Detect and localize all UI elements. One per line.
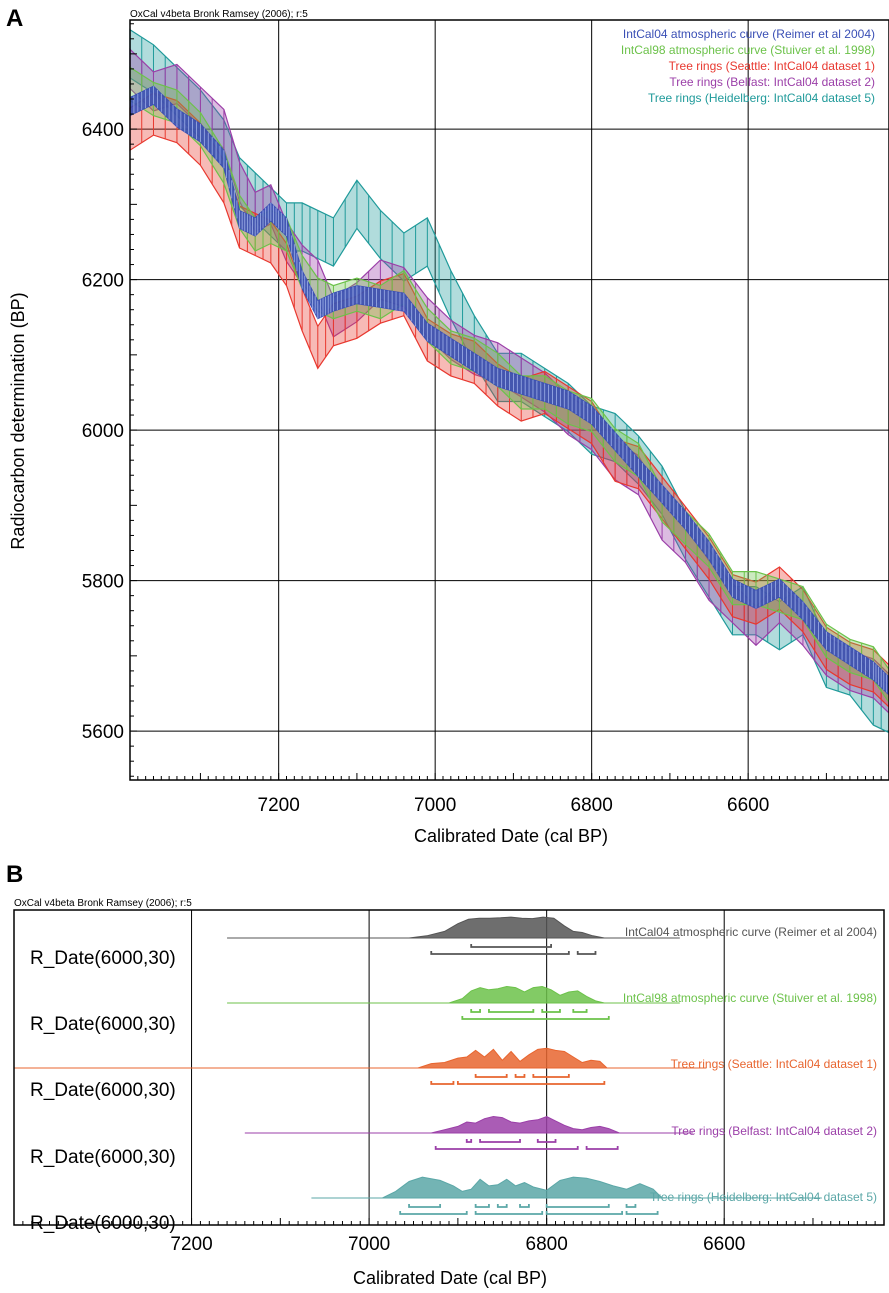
bracket-68	[572, 1009, 588, 1013]
bracket-68	[496, 1204, 508, 1208]
row-series-name: Tree rings (Belfast: IntCal04 dataset 2)	[671, 1124, 877, 1138]
panel-a-chart: 5600 5800 6000 6200 6400 7200 7000 6800 6600 IntC…	[82, 19, 889, 816]
y-tick-label: 6400	[82, 120, 124, 141]
row-series-name: IntCal04 atmospheric curve (Reimer et al…	[625, 925, 877, 939]
x-tick-label: 6600	[703, 1234, 745, 1255]
y-tick-label: 5600	[82, 722, 124, 743]
bracket-95	[399, 1211, 468, 1215]
bracket-68	[470, 1009, 481, 1013]
panel-b-xlabel: Calibrated Date (cal BP)	[353, 1268, 547, 1288]
panel-b-letter: B	[6, 861, 23, 888]
legend-entry: Tree rings (Heidelberg: IntCal04 dataset…	[648, 91, 875, 105]
panel-b-header: OxCal v4beta Bronk Ramsey (2006); r:5	[14, 898, 192, 909]
bracket-68	[474, 1074, 508, 1078]
bracket-95	[474, 1211, 544, 1215]
y-tick-label: 5800	[82, 572, 124, 593]
row-label: R_Date(6000,30)	[30, 1080, 176, 1101]
density-area	[409, 916, 605, 939]
bracket-95	[461, 1016, 610, 1020]
row-label: R_Date(6000,30)	[30, 948, 176, 969]
row-series-name: Tree rings (Seattle: IntCal04 dataset 1)	[671, 1057, 877, 1071]
bracket-68	[625, 1204, 637, 1208]
density-area	[417, 1047, 608, 1069]
bracket-68	[470, 944, 552, 948]
bracket-68	[408, 1204, 442, 1208]
bracket-68	[474, 1204, 490, 1208]
bracket-95	[545, 1211, 624, 1215]
row-label: R_Date(6000,30)	[30, 1147, 176, 1168]
y-tick-label: 6000	[82, 421, 124, 442]
row-series-name: IntCal98 atmospheric curve (Stuiver et a…	[623, 991, 877, 1005]
panel-a-header: OxCal v4beta Bronk Ramsey (2006); r:5	[130, 9, 308, 20]
y-tick-label: 6200	[82, 271, 124, 292]
legend-entry: IntCal98 atmospheric curve (Stuiver et a…	[621, 43, 875, 57]
row-label: R_Date(6000,30)	[30, 1014, 176, 1035]
bracket-95	[430, 1081, 455, 1085]
bracket-68	[465, 1139, 473, 1143]
x-tick-label: 7000	[414, 795, 456, 816]
bracket-68	[514, 1074, 526, 1078]
density-area	[431, 1115, 620, 1134]
bracket-68	[545, 1204, 610, 1208]
bracket-95	[576, 951, 597, 955]
x-tick-label: 6800	[571, 795, 613, 816]
legend-entry: Tree rings (Belfast: IntCal04 dataset 2)	[669, 75, 875, 89]
bracket-68	[532, 1074, 570, 1078]
panel-a-xlabel: Calibrated Date (cal BP)	[414, 826, 608, 846]
legend-entry: Tree rings (Seattle: IntCal04 dataset 1)	[669, 59, 875, 73]
bracket-68	[519, 1204, 530, 1208]
bracket-95	[625, 1211, 659, 1215]
bracket-68	[541, 1009, 561, 1013]
x-tick-label: 7200	[170, 1234, 212, 1255]
bracket-95	[430, 951, 570, 955]
row-series-name: Tree rings (Heidelberg: IntCal04 dataset…	[650, 1190, 877, 1204]
x-tick-label: 6600	[727, 795, 769, 816]
bracket-95	[434, 1146, 579, 1150]
panel-a-letter: A	[6, 5, 23, 32]
bracket-68	[479, 1139, 521, 1143]
bracket-95	[456, 1081, 606, 1085]
panel-b-chart: R_Date(6000,30) IntCal04 atmospheric curv…	[13, 909, 885, 1255]
panel-a-ylabel: Radiocarbon determination (BP)	[8, 292, 28, 549]
density-area	[382, 1176, 664, 1199]
legend-entry: IntCal04 atmospheric curve (Reimer et al…	[623, 27, 875, 41]
bracket-95	[585, 1146, 619, 1150]
x-tick-label: 7200	[258, 795, 300, 816]
bracket-68	[488, 1009, 535, 1013]
density-area	[448, 985, 605, 1004]
x-tick-label: 7000	[348, 1234, 390, 1255]
x-tick-label: 6800	[526, 1234, 568, 1255]
bracket-68	[536, 1139, 557, 1143]
